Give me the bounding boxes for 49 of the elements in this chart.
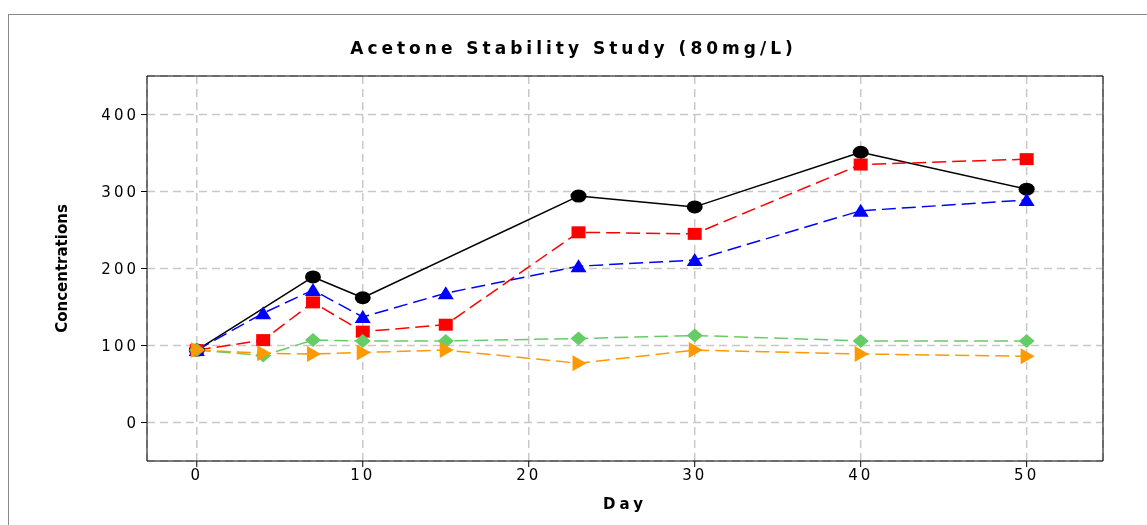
point <box>1020 348 1035 365</box>
x-tick-label: 0 <box>190 465 204 484</box>
point <box>437 333 454 348</box>
point <box>570 331 587 346</box>
chart-title: Acetone Stability Study (80mg/L) <box>349 38 798 58</box>
x-tick-label: 50 <box>1014 465 1040 484</box>
point <box>686 200 703 214</box>
point <box>304 283 321 297</box>
point <box>354 291 371 305</box>
point <box>852 145 869 159</box>
y-tick-label: 300 <box>101 182 139 201</box>
point <box>570 189 587 203</box>
point <box>304 270 321 284</box>
point <box>305 296 320 309</box>
point <box>572 355 587 372</box>
point <box>854 345 869 362</box>
point <box>439 342 454 359</box>
point <box>570 259 587 273</box>
point <box>571 226 586 239</box>
y-axis-title: Concentrations <box>53 204 72 333</box>
point <box>354 310 371 324</box>
point <box>686 328 703 343</box>
x-tick-label: 20 <box>516 465 542 484</box>
point <box>687 227 702 240</box>
x-tick-label: 10 <box>350 465 376 484</box>
point <box>688 342 703 359</box>
x-tick-label: 30 <box>682 465 708 484</box>
point <box>853 158 868 171</box>
point <box>255 306 272 320</box>
point <box>354 333 371 348</box>
point <box>438 318 453 331</box>
point <box>852 203 869 217</box>
point <box>1018 333 1035 348</box>
point <box>306 345 321 362</box>
point <box>1018 182 1035 196</box>
x-axis-title: Day <box>603 495 647 513</box>
point <box>1019 153 1034 166</box>
x-tick-label: 40 <box>848 465 874 484</box>
point <box>356 344 371 361</box>
y-tick-label: 200 <box>101 259 139 278</box>
point <box>1018 192 1035 206</box>
y-tick-label: 100 <box>101 336 139 355</box>
point <box>686 253 703 267</box>
y-tick-label: 400 <box>101 105 139 124</box>
point <box>256 334 271 347</box>
point <box>437 286 454 300</box>
point <box>852 333 869 348</box>
y-tick-label: 0 <box>126 413 139 432</box>
point <box>304 333 321 348</box>
